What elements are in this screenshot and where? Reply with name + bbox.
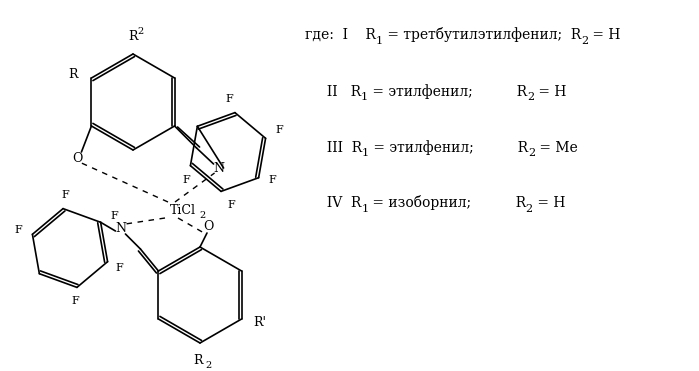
Text: 2: 2 xyxy=(527,92,534,102)
Text: = этилфенил;: = этилфенил; xyxy=(369,141,474,155)
Text: 2: 2 xyxy=(582,36,589,46)
Text: F: F xyxy=(116,263,124,273)
Text: R: R xyxy=(193,355,203,368)
Text: = Me: = Me xyxy=(535,141,578,155)
Text: N: N xyxy=(213,161,224,174)
Text: 2: 2 xyxy=(205,361,211,371)
Text: F: F xyxy=(225,93,233,104)
Text: 1: 1 xyxy=(361,92,368,102)
Text: O: O xyxy=(203,220,213,233)
Text: TiCl: TiCl xyxy=(170,204,196,217)
Text: 1: 1 xyxy=(362,148,369,158)
Text: N: N xyxy=(115,223,126,236)
Text: F: F xyxy=(71,296,79,306)
Text: F: F xyxy=(110,211,119,221)
Text: = этилфенил;: = этилфенил; xyxy=(368,85,473,99)
Text: O: O xyxy=(72,151,82,164)
Text: = H: = H xyxy=(534,85,567,99)
Text: 2: 2 xyxy=(526,204,533,213)
Text: R: R xyxy=(69,68,78,81)
Text: F: F xyxy=(182,175,190,185)
Text: = H: = H xyxy=(533,196,565,210)
Text: 1: 1 xyxy=(376,36,383,46)
Text: F: F xyxy=(15,225,22,235)
Text: = H: = H xyxy=(589,28,621,42)
Text: 2: 2 xyxy=(138,26,144,36)
Text: 1: 1 xyxy=(361,204,368,213)
Text: III  R: III R xyxy=(305,141,362,155)
Text: R': R' xyxy=(253,316,266,329)
Text: R: R xyxy=(473,85,527,99)
Text: 2: 2 xyxy=(200,210,206,220)
Text: IV  R: IV R xyxy=(305,196,361,210)
Text: F: F xyxy=(275,125,284,135)
Text: R: R xyxy=(128,30,138,43)
Text: где:  I    R: где: I R xyxy=(305,28,376,42)
Text: R: R xyxy=(474,141,528,155)
Text: = изоборнил;: = изоборнил; xyxy=(368,196,472,210)
Text: F: F xyxy=(269,175,277,185)
Text: II   R: II R xyxy=(305,85,361,99)
Text: 2: 2 xyxy=(528,148,535,158)
Text: F: F xyxy=(227,200,235,210)
Text: F: F xyxy=(62,190,69,200)
Text: = третбутилэтилфенил;  R: = третбутилэтилфенил; R xyxy=(383,27,582,43)
Text: R: R xyxy=(472,196,526,210)
